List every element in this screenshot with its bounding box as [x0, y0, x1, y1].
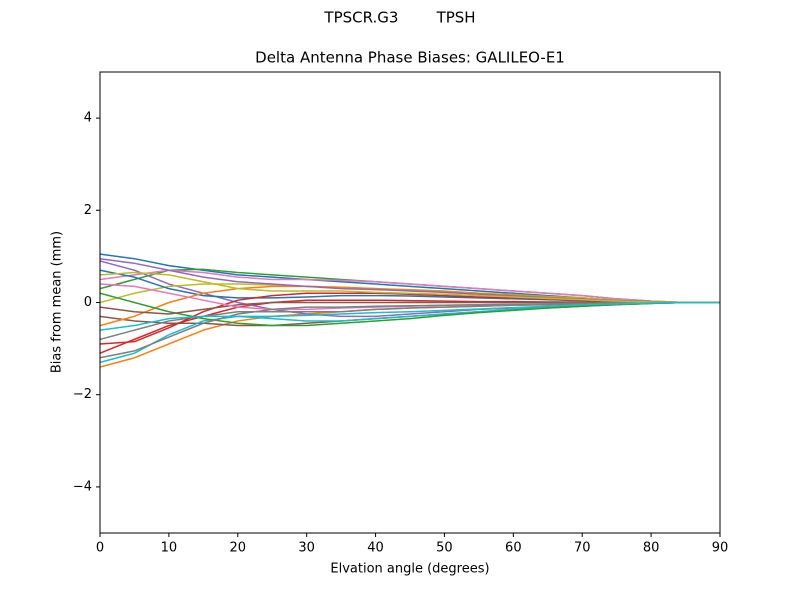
y-tick-label: −4 [73, 479, 92, 494]
x-axis-label: Elvation angle (degrees) [330, 562, 489, 577]
x-tick-label: 30 [298, 541, 315, 556]
x-tick-label: 90 [712, 541, 729, 556]
x-tick-label: 0 [96, 541, 104, 556]
data-line [100, 271, 720, 304]
y-tick-label: −2 [73, 387, 92, 402]
y-tick-label: 0 [84, 295, 92, 310]
x-tick-label: 50 [436, 541, 453, 556]
x-tick-label: 70 [574, 541, 591, 556]
data-line [100, 301, 720, 331]
data-line [100, 301, 720, 359]
x-tick-label: 40 [367, 541, 384, 556]
y-tick-label: 4 [84, 111, 92, 126]
x-tick-label: 80 [643, 541, 660, 556]
suptitle: TPSCR.G3 TPSH [323, 9, 475, 27]
x-tick-label: 60 [505, 541, 522, 556]
y-axis-label: Bias from mean (mm) [50, 231, 65, 373]
x-tick-label: 20 [230, 541, 247, 556]
chart-title: Delta Antenna Phase Biases: GALILEO-E1 [255, 49, 565, 67]
data-line [100, 269, 720, 304]
y-tick-label: 2 [84, 203, 92, 218]
x-tick-label: 10 [161, 541, 178, 556]
